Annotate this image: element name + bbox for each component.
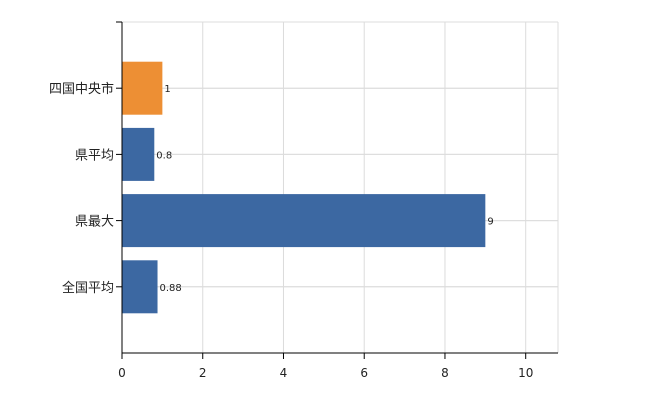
x-tick-label: 8 [441,366,449,380]
bar-value-label: 9 [487,217,493,228]
y-tick-label: 県平均 [75,148,114,163]
y-tick-label: 県最大 [75,215,114,230]
bar-value-label: 0.8 [156,150,172,161]
bar-value-label: 1 [164,84,170,95]
x-tick-label: 2 [199,366,207,380]
y-tick-label: 四国中央市 [49,81,114,97]
bar [122,260,158,314]
y-tick-label: 全国平均 [62,280,114,296]
x-tick-label: 6 [360,366,368,380]
bar-value-label: 0.88 [160,283,182,294]
bar [122,127,155,181]
x-tick-label: 0 [118,366,126,380]
bar [122,61,163,115]
x-tick-label: 10 [518,366,533,380]
x-tick-label: 4 [280,366,288,380]
bar [122,194,486,248]
